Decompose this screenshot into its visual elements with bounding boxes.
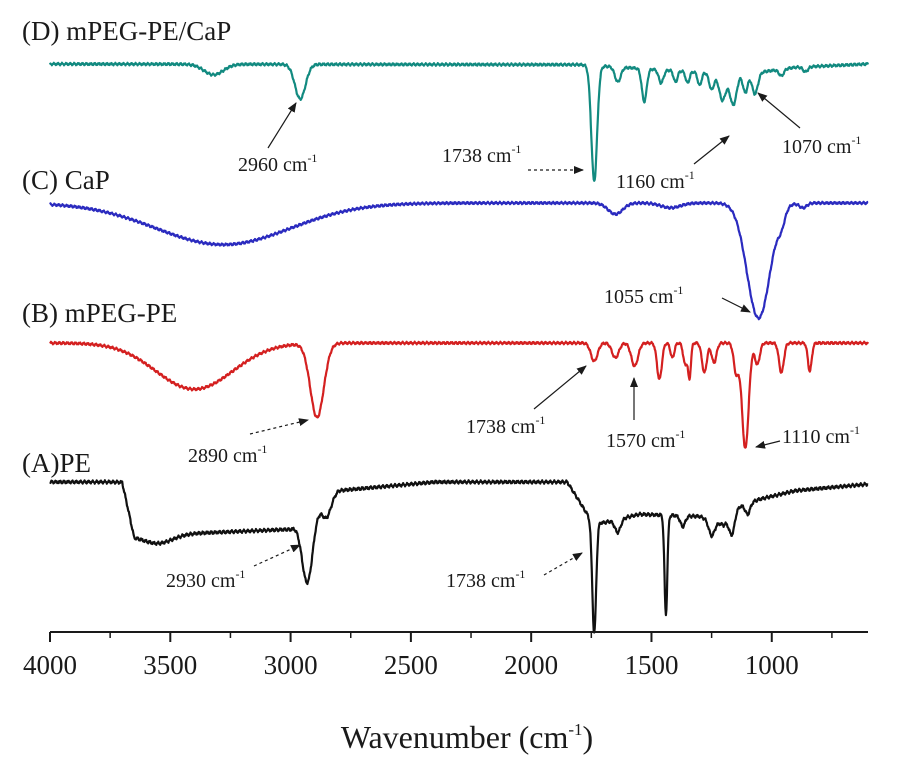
series-line-d: [48, 61, 870, 182]
x-tick-label: 4000: [23, 650, 77, 680]
svg-text:1070 cm-1: 1070 cm-1: [782, 133, 861, 158]
annotation-value: 1738 cm: [466, 416, 536, 438]
annotation-arrow: [757, 92, 801, 129]
svg-text:2930 cm-1: 2930 cm-1: [166, 567, 245, 592]
annotation-value: 1055 cm: [604, 286, 674, 308]
series-label-c: (C) CaP: [22, 165, 110, 195]
annotation-value: 1738 cm: [442, 145, 512, 167]
annotation-value: 1110 cm: [782, 426, 850, 448]
annotation-d-2960: 2960 cm-1: [238, 102, 317, 176]
series-label-d: (D) mPEG-PE/CaP: [22, 16, 231, 46]
annotation-arrow: [267, 102, 297, 149]
annotation-superscript: -1: [307, 151, 317, 165]
x-tick-label: 2500: [384, 650, 438, 680]
annotation-superscript: -1: [673, 283, 683, 297]
annotation-b-1570: 1570 cm-1: [606, 377, 685, 452]
annotation-value: 2960 cm: [238, 154, 308, 176]
series-line-b: [49, 340, 870, 449]
annotation-b-1738: 1738 cm-1: [466, 365, 587, 438]
annotation-a-2930: 2930 cm-1: [166, 544, 301, 592]
svg-text:1110 cm-1: 1110 cm-1: [782, 423, 860, 448]
svg-text:1055 cm-1: 1055 cm-1: [604, 283, 683, 308]
annotation-superscript: -1: [235, 567, 245, 581]
x-axis-title-superscript: -1: [568, 720, 582, 739]
annotation-arrow: [721, 297, 751, 313]
x-tick-label: 3000: [264, 650, 318, 680]
annotation-superscript: -1: [515, 567, 525, 581]
annotation-b-2890: 2890 cm-1: [188, 418, 309, 467]
annotation-superscript: -1: [511, 142, 521, 156]
annotation-superscript: -1: [257, 442, 267, 456]
x-axis-title-tail: ): [583, 719, 594, 755]
svg-text:1738 cm-1: 1738 cm-1: [446, 567, 525, 592]
annotation-arrow: [249, 418, 309, 435]
series-label-a: (A)PE: [22, 448, 91, 478]
annotation-arrow: [755, 440, 781, 449]
annotation-arrow: [533, 365, 587, 410]
annotation-superscript: -1: [685, 168, 695, 182]
annotation-superscript: -1: [850, 423, 860, 437]
series-line-c: [49, 200, 869, 321]
x-tick-label: 1500: [624, 650, 678, 680]
x-axis-ticks: 4000 3500 3000 2500 2000 1500 1000: [23, 632, 833, 680]
annotation-value: 1738 cm: [446, 570, 516, 592]
svg-text:1160 cm-1: 1160 cm-1: [616, 168, 695, 193]
x-tick-label: 3500: [143, 650, 197, 680]
annotation-b-1110: 1110 cm-1: [755, 423, 860, 449]
annotation-superscript: -1: [675, 427, 685, 441]
svg-text:1738 cm-1: 1738 cm-1: [442, 142, 521, 167]
annotation-arrow: [543, 552, 583, 576]
annotation-value: 1570 cm: [606, 430, 676, 452]
svg-text:1570 cm-1: 1570 cm-1: [606, 427, 685, 452]
annotation-value: 1160 cm: [616, 171, 685, 193]
annotation-value: 1070 cm: [782, 136, 852, 158]
series-line-a: [49, 479, 869, 634]
annotation-arrow: [253, 544, 301, 567]
annotation-superscript: -1: [851, 133, 861, 147]
annotation-value: 2930 cm: [166, 570, 236, 592]
svg-text:2960 cm-1: 2960 cm-1: [238, 151, 317, 176]
x-tick-label: 1000: [745, 650, 799, 680]
annotation-arrow: [693, 135, 730, 165]
x-axis-title: Wavenumber (cm-1): [341, 719, 593, 755]
annotation-value: 2890 cm: [188, 445, 258, 467]
svg-text:1738 cm-1: 1738 cm-1: [466, 413, 545, 438]
annotation-d-1160: 1160 cm-1: [616, 135, 730, 193]
annotation-d-1070: 1070 cm-1: [757, 92, 861, 158]
annotation-c-1055: 1055 cm-1: [604, 283, 751, 313]
x-tick-label: 2000: [504, 650, 558, 680]
series-curves: [48, 61, 870, 634]
annotation-d-1738: 1738 cm-1: [442, 142, 584, 174]
svg-text:2890 cm-1: 2890 cm-1: [188, 442, 267, 467]
annotation-a-1738: 1738 cm-1: [446, 552, 583, 592]
annotation-superscript: -1: [535, 413, 545, 427]
x-axis-title-main: Wavenumber (cm: [341, 719, 569, 755]
series-label-b: (B) mPEG-PE: [22, 298, 177, 328]
